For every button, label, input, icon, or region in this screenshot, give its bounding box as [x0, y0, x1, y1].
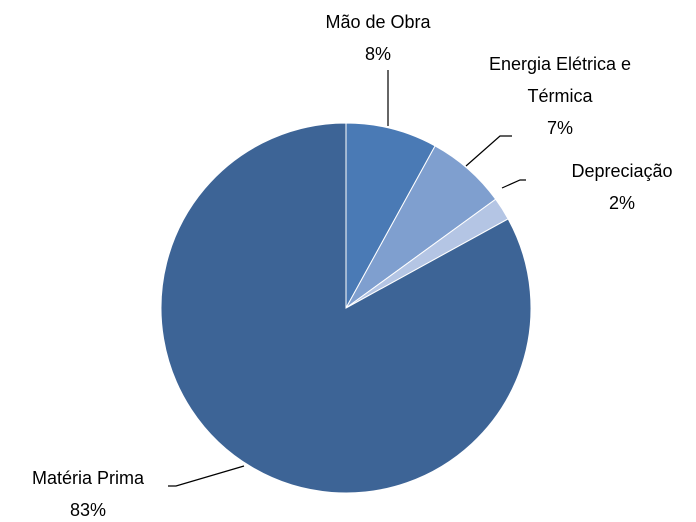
- data-label: Depreciação 2%: [547, 155, 696, 219]
- leader-line: [168, 465, 245, 487]
- pie-slice: [160, 122, 532, 494]
- leader-line: [501, 179, 526, 189]
- data-label: Energia Elétrica e Térmica 7%: [475, 48, 645, 144]
- pie-slice: [345, 122, 436, 309]
- slices: [160, 122, 532, 494]
- slice-name: Mão de Obra: [325, 12, 431, 32]
- slice-percent: 7%: [546, 118, 573, 138]
- slice-percent: 2%: [608, 193, 635, 213]
- data-label: Matéria Prima 83%: [3, 462, 173, 522]
- slice-name: Energia Elétrica e Térmica: [488, 54, 632, 106]
- slice-percent: 83%: [69, 500, 107, 520]
- slice-percent: 8%: [364, 44, 391, 64]
- data-label: Mão de Obra 8%: [298, 6, 458, 70]
- leader-line: [465, 135, 512, 167]
- slice-name: Depreciação: [571, 161, 673, 181]
- slice-name: Matéria Prima: [31, 468, 145, 488]
